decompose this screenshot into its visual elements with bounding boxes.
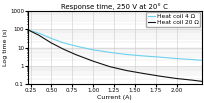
Heat coil 4 Ω bbox=[158, 57, 160, 58]
Heat coil 20 Ω bbox=[174, 78, 177, 79]
Heat coil 20 Ω bbox=[141, 73, 144, 74]
Heat coil 4 Ω bbox=[38, 33, 40, 34]
Heat coil 4 Ω bbox=[91, 49, 94, 50]
Heat coil 4 Ω bbox=[27, 29, 29, 30]
Heat coil 20 Ω bbox=[62, 49, 65, 50]
Heat coil 4 Ω bbox=[50, 38, 52, 39]
Title: Response time, 250 V at 20° C: Response time, 250 V at 20° C bbox=[61, 4, 167, 10]
Line: Heat coil 20 Ω: Heat coil 20 Ω bbox=[28, 30, 201, 81]
Heat coil 4 Ω bbox=[191, 59, 193, 60]
Heat coil 20 Ω bbox=[125, 70, 127, 71]
Heat coil 4 Ω bbox=[141, 55, 144, 57]
Heat coil 20 Ω bbox=[27, 29, 29, 30]
Legend: Heat coil 4 Ω, Heat coil 20 Ω: Heat coil 4 Ω, Heat coil 20 Ω bbox=[145, 12, 199, 27]
Heat coil 20 Ω bbox=[75, 54, 77, 56]
Heat coil 20 Ω bbox=[191, 80, 193, 81]
Heat coil 4 Ω bbox=[199, 60, 202, 61]
Line: Heat coil 4 Ω: Heat coil 4 Ω bbox=[28, 30, 201, 60]
X-axis label: Current (A): Current (A) bbox=[97, 95, 132, 99]
Heat coil 20 Ω bbox=[91, 61, 94, 62]
Heat coil 4 Ω bbox=[125, 54, 127, 55]
Heat coil 4 Ω bbox=[62, 42, 65, 44]
Heat coil 4 Ω bbox=[75, 46, 77, 47]
Heat coil 4 Ω bbox=[174, 58, 177, 59]
Heat coil 20 Ω bbox=[108, 66, 110, 67]
Heat coil 20 Ω bbox=[199, 81, 202, 82]
Heat coil 20 Ω bbox=[50, 42, 52, 44]
Y-axis label: Log time (s): Log time (s) bbox=[3, 29, 8, 66]
Heat coil 20 Ω bbox=[38, 35, 40, 36]
Heat coil 20 Ω bbox=[158, 75, 160, 77]
Heat coil 4 Ω bbox=[108, 52, 110, 53]
